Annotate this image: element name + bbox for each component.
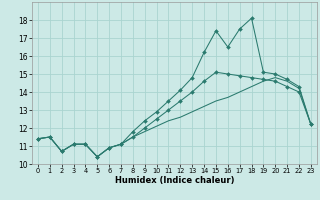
X-axis label: Humidex (Indice chaleur): Humidex (Indice chaleur) <box>115 176 234 185</box>
